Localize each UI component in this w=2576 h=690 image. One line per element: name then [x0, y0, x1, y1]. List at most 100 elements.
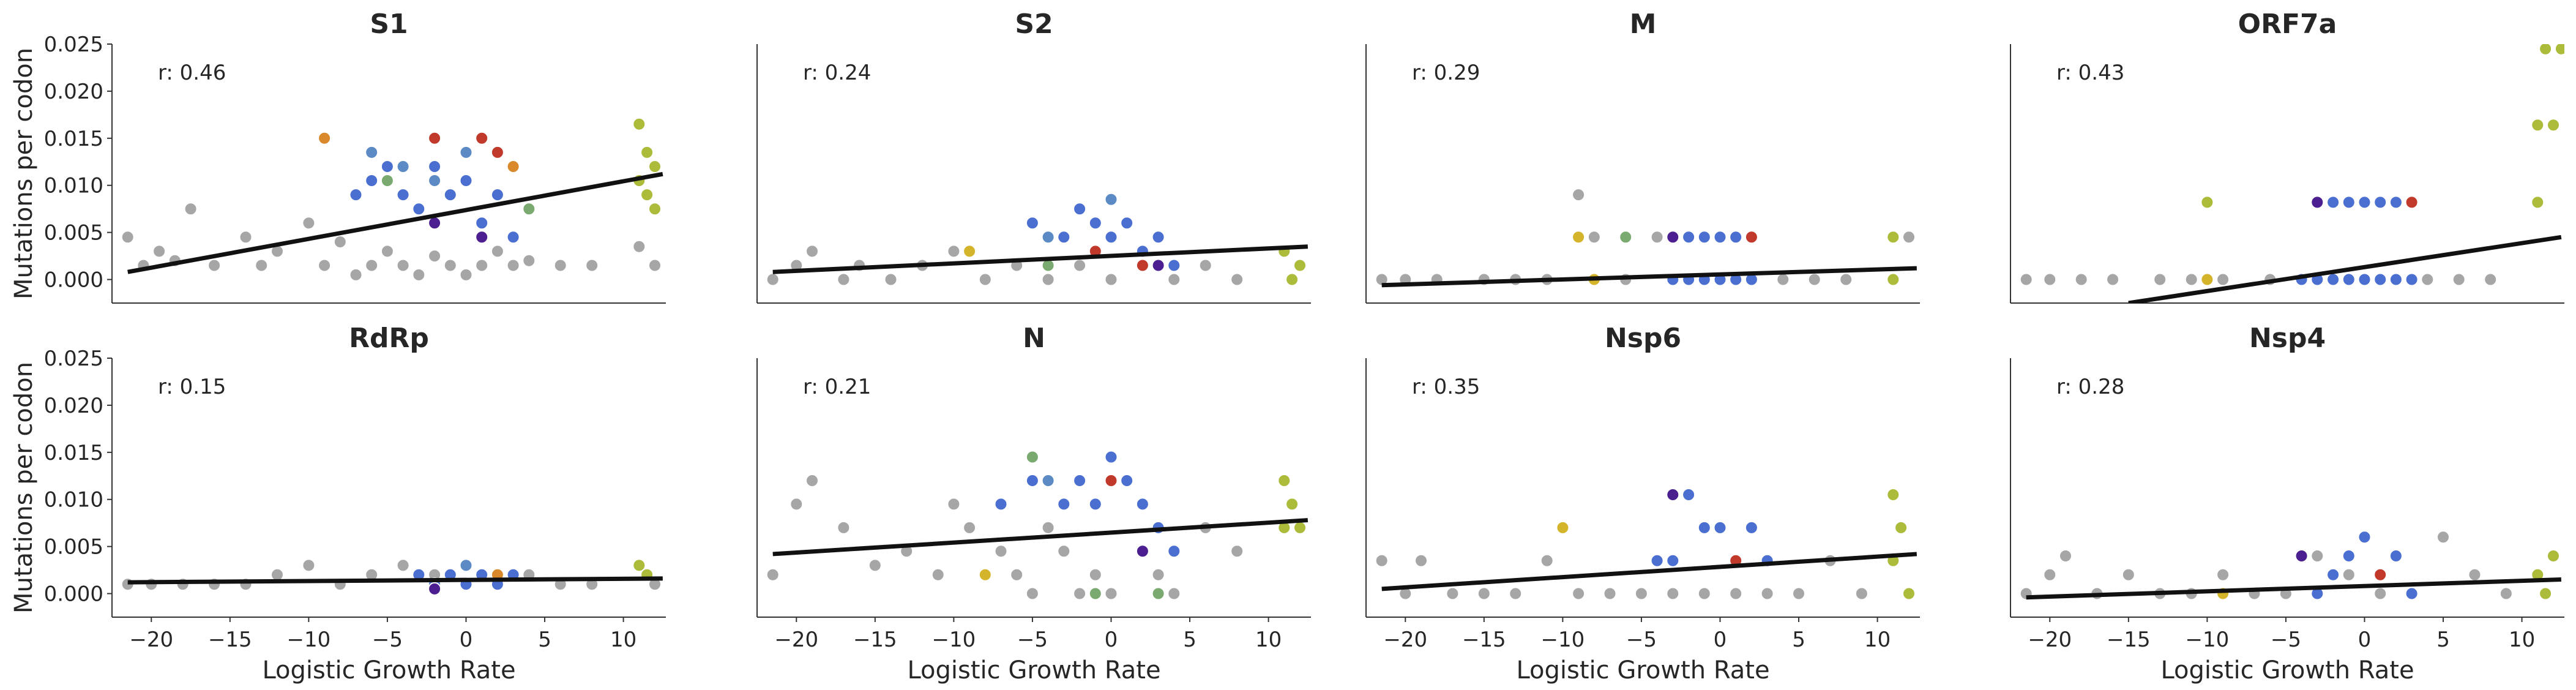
y-tick-label: 0.010: [44, 174, 103, 198]
x-tick-label: 5: [538, 628, 551, 652]
data-point: [1088, 587, 1102, 601]
data-point: [255, 258, 269, 272]
x-tick-label: 0: [1714, 628, 1727, 652]
y-tick-label: 0.010: [44, 488, 103, 512]
x-tick-label: −5: [372, 628, 403, 652]
x-tick-label: 10: [2509, 628, 2535, 652]
data-point: [2106, 272, 2120, 287]
data-point: [978, 272, 992, 287]
data-point: [632, 558, 646, 572]
data-point: [365, 145, 379, 159]
points-layer: [1375, 188, 1917, 288]
data-point: [2294, 549, 2309, 563]
data-point: [412, 268, 426, 282]
data-point: [2405, 587, 2419, 601]
data-point: [1572, 587, 1586, 601]
correlation-label: r: 0.28: [2056, 375, 2124, 399]
regression-line: [1381, 266, 1917, 288]
data-point: [428, 582, 442, 596]
x-tick-label: −20: [1383, 628, 1427, 652]
data-point: [1285, 497, 1299, 511]
correlation-label: r: 0.46: [158, 61, 226, 85]
data-point: [766, 272, 780, 287]
x-axis-label: Logistic Growth Rate: [2160, 656, 2414, 684]
panel-title: S2: [1015, 9, 1053, 40]
data-point: [318, 131, 332, 145]
data-point: [1902, 587, 1916, 601]
y-tick-label: 0.025: [44, 347, 103, 371]
data-point: [490, 244, 504, 258]
data-point: [1886, 272, 1900, 287]
data-point: [2358, 195, 2372, 209]
data-point: [1104, 474, 1118, 487]
regression-line: [2026, 577, 2561, 600]
data-point: [1135, 544, 1149, 558]
data-point: [2043, 272, 2057, 287]
data-point: [640, 145, 654, 159]
data-point: [1666, 230, 1680, 244]
data-point: [443, 188, 457, 202]
data-point: [1792, 587, 1805, 601]
points-layer: [1375, 488, 1917, 601]
data-point: [239, 230, 253, 244]
data-point: [1839, 272, 1853, 287]
y-tick-label: 0.000: [44, 582, 103, 607]
data-point: [1198, 258, 1212, 272]
x-tick-label: 5: [1792, 628, 1805, 652]
data-point: [2468, 568, 2482, 582]
data-point: [2373, 587, 2387, 601]
x-tick-label: −10: [1540, 628, 1585, 652]
x-tick-label: −15: [208, 628, 252, 652]
x-tick-label: −20: [2028, 628, 2072, 652]
data-point: [1025, 474, 1039, 487]
data-point: [1540, 553, 1554, 568]
data-point: [318, 258, 332, 272]
data-point: [2389, 549, 2403, 563]
regression-line: [1381, 552, 1917, 591]
data-point: [2310, 549, 2324, 563]
data-point: [380, 174, 394, 187]
data-point: [766, 568, 780, 582]
data-point: [1886, 488, 1900, 501]
data-point: [1650, 230, 1664, 244]
data-point: [1682, 488, 1696, 501]
data-point: [1167, 258, 1181, 272]
data-point: [632, 239, 646, 253]
panel-title: S1: [370, 9, 408, 40]
data-point: [271, 568, 284, 582]
data-point: [2342, 195, 2356, 209]
data-point: [1713, 230, 1727, 244]
points-layer: [766, 450, 1309, 601]
data-point: [1587, 230, 1601, 244]
data-point: [490, 188, 504, 202]
panel-title: Nsp6: [1605, 323, 1681, 354]
data-point: [1104, 192, 1118, 206]
data-point: [648, 160, 662, 173]
data-point: [1776, 272, 1790, 287]
data-point: [2547, 118, 2560, 132]
correlation-label: r: 0.15: [158, 375, 226, 399]
data-point: [333, 235, 347, 249]
data-point: [459, 145, 473, 159]
data-point: [1729, 230, 1743, 244]
data-point: [2121, 568, 2135, 582]
data-point: [1572, 188, 1586, 202]
panel-n: Nr: 0.21 −20 −15 −10 −5 0 5 10 Logistic Growth R…: [756, 323, 1311, 684]
data-point: [1697, 230, 1711, 244]
data-point: [2342, 549, 2356, 563]
data-point: [2074, 272, 2088, 287]
data-point: [443, 258, 457, 272]
data-point: [1057, 544, 1071, 558]
data-point: [2310, 195, 2324, 209]
points-layer: [121, 558, 663, 596]
x-tick-label: −5: [1626, 628, 1657, 652]
data-point: [640, 188, 654, 202]
data-point: [2554, 44, 2564, 56]
data-point: [1375, 272, 1389, 287]
data-point: [1120, 474, 1134, 487]
data-point: [1697, 520, 1711, 534]
data-point: [396, 558, 410, 572]
data-point: [428, 160, 442, 173]
data-point: [1666, 553, 1680, 568]
